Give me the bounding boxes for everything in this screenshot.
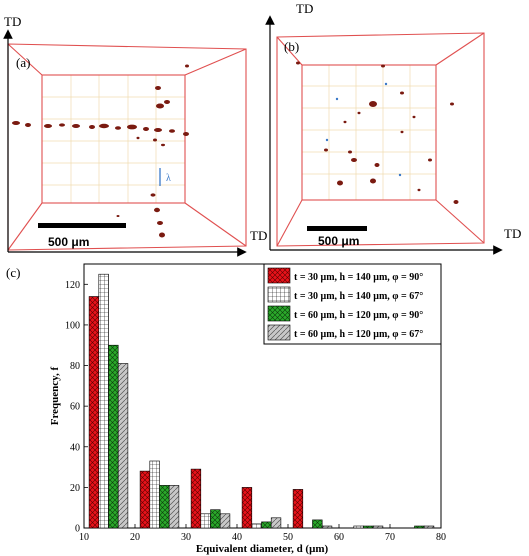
x-tick-label: 40 [232, 532, 242, 543]
bar-s2-bin3 [200, 513, 211, 529]
panel-b-axis-top-label: TD [296, 1, 313, 16]
y-tick-label: 20 [70, 483, 80, 494]
x-axis-title: Equivalent diameter, d (μm) [196, 543, 329, 555]
bar-s1-bin4 [241, 487, 253, 529]
bar-s4-bin3 [219, 513, 231, 529]
legend: t = 30 μm, h = 140 μm, φ = 90° t = 30 μm… [263, 263, 442, 345]
legend-swatch-2 [267, 286, 291, 303]
bar-s2-bin4 [251, 523, 262, 529]
y-tick-label: 80 [70, 361, 80, 372]
bar-s4-bin5 [321, 525, 333, 529]
y-tick-label: 60 [70, 402, 80, 413]
panel-b-box [276, 32, 485, 247]
bar-s4-bin4 [270, 517, 282, 529]
x-tick-label: 80 [436, 532, 446, 543]
panel-b: 500 μm TD TD (b) [265, 1, 521, 255]
panel-a-box [7, 43, 247, 251]
panel-a-particles [12, 64, 189, 238]
bar-s1-bin5 [292, 489, 304, 529]
panel-b-particles [296, 61, 459, 204]
x-tick-label: 50 [283, 532, 293, 543]
legend-frame [263, 263, 442, 345]
panel-b-blue-dots [325, 82, 402, 177]
legend-swatch-4 [267, 324, 291, 341]
bar-s3-bin6 [363, 525, 374, 529]
bar-s1-bin3 [190, 468, 202, 529]
legend-swatch-1 [267, 267, 291, 284]
bar-s3-bin1 [108, 344, 119, 529]
x-tick-label: 30 [181, 532, 191, 543]
bar-s1-bin1 [88, 296, 100, 529]
legend-label-4: t = 60 μm, h = 120 μm, φ = 67° [294, 329, 423, 340]
bar-s4-bin2 [168, 485, 180, 529]
bar-s2-bin2 [149, 460, 160, 529]
x-tick-label: 10 [79, 532, 89, 543]
bar-s3-bin3 [210, 509, 221, 529]
y-tick-label: 100 [65, 320, 80, 331]
panel-b-scalebar [307, 226, 367, 231]
panel-a-axis-right-label: TD [250, 228, 267, 243]
bar-s2-bin6 [353, 525, 364, 529]
legend-label-2: t = 30 μm, h = 140 μm, φ = 67° [294, 291, 423, 302]
legend-label-1: t = 30 μm, h = 140 μm, φ = 90° [294, 272, 423, 283]
bars-layer [88, 273, 435, 529]
bar-s3-bin2 [159, 485, 170, 529]
bar-s4-bin1 [117, 363, 129, 529]
panel-a-spacing-label: λ [166, 173, 171, 184]
legend-swatch-3 [267, 305, 291, 322]
x-tick-label: 20 [130, 532, 140, 543]
panel-a-grid [42, 75, 185, 203]
panel-c-label: (c) [6, 265, 20, 280]
panel-b-label: (b) [284, 39, 299, 54]
x-tick-label: 60 [334, 532, 344, 543]
panel-b-axis-right-label: TD [504, 226, 521, 241]
bar-s4-bin6 [372, 525, 384, 529]
panel-b-scalebar-label: 500 μm [318, 234, 359, 248]
y-tick-label: 0 [75, 524, 80, 535]
y-axis-title: Frequency, f [49, 366, 61, 425]
panel-a-label: (a) [16, 55, 30, 70]
legend-label-3: t = 60 μm, h = 120 μm, φ = 90° [294, 310, 423, 321]
panel-b-grid [302, 65, 436, 200]
y-tick-label: 40 [70, 442, 80, 453]
bar-s2-bin1 [98, 273, 109, 529]
panel-a-scalebar-label: 500 μm [48, 235, 89, 249]
y-tick-label: 120 [65, 280, 80, 291]
x-tick-label: 70 [385, 532, 395, 543]
bar-s3-bin7 [414, 525, 425, 529]
ticks-layer: 10 20 30 40 50 60 70 80 0 20 40 60 80 100 120 [65, 280, 446, 543]
bar-s4-bin7 [423, 525, 435, 529]
panel-c: (c) 10 20 30 40 50 60 70 80 0 20 40 60 80 100 120 Equi… [6, 263, 446, 555]
bar-s1-bin2 [139, 470, 151, 529]
panel-a-scalebar [38, 223, 126, 228]
panel-a-axis-top-label: TD [4, 14, 21, 29]
bar-s3-bin5 [312, 519, 323, 529]
panel-a: λ 500 μm TD TD (a) [3, 14, 267, 257]
bar-s3-bin4 [261, 521, 272, 529]
